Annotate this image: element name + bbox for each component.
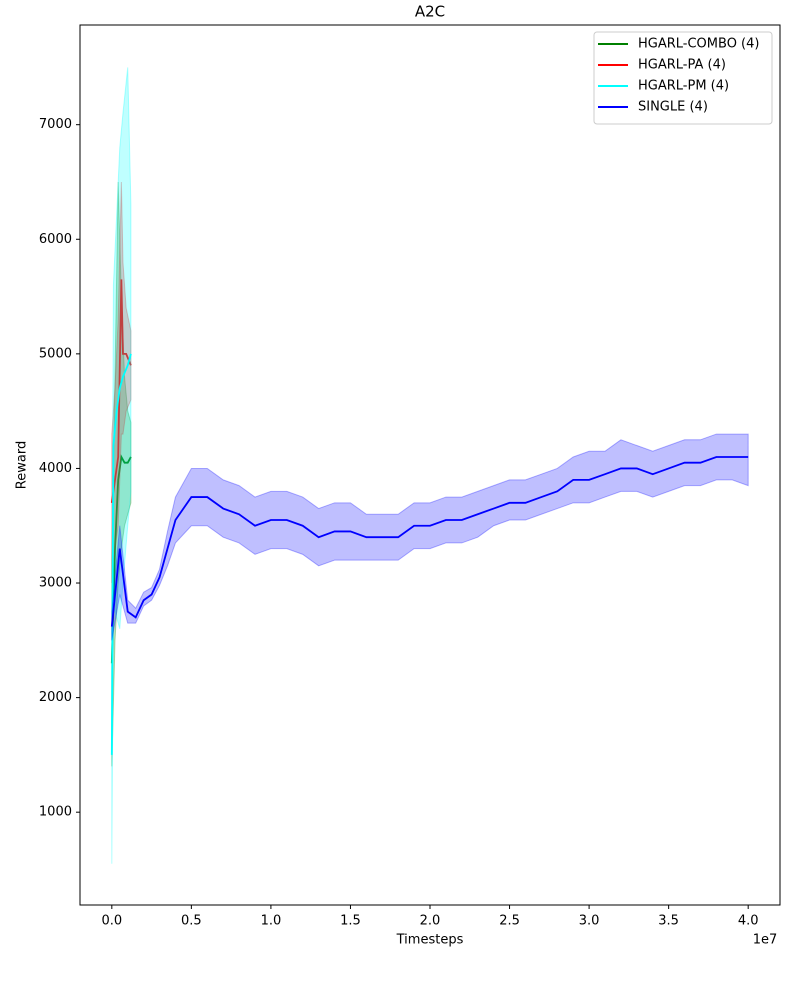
confidence-band bbox=[111, 181, 132, 767]
legend-label: SINGLE (4) bbox=[638, 100, 708, 115]
x-tick-label: 3.5 bbox=[658, 914, 679, 929]
x-tick-label: 1.0 bbox=[261, 914, 282, 929]
series-line bbox=[110, 279, 132, 503]
x-tick-label: 4.0 bbox=[738, 914, 759, 929]
x-tick-label: 2.0 bbox=[420, 914, 441, 929]
legend-label: HGARL-PA (4) bbox=[638, 58, 726, 73]
x-offset-label: 1e7 bbox=[753, 933, 778, 948]
series-line bbox=[110, 353, 132, 755]
axes-frame bbox=[79, 24, 781, 906]
y-tick-label: 3000 bbox=[39, 576, 72, 591]
y-tick-label: 1000 bbox=[39, 805, 72, 820]
x-tick-label: 3.0 bbox=[579, 914, 600, 929]
legend-label: HGARL-PM (4) bbox=[638, 79, 729, 94]
y-tick-label: 5000 bbox=[39, 346, 72, 361]
x-tick-label: 2.5 bbox=[499, 914, 520, 929]
y-tick-label: 2000 bbox=[39, 690, 72, 705]
legend-box bbox=[593, 31, 773, 125]
series-line bbox=[110, 454, 132, 664]
confidence-band bbox=[111, 433, 749, 641]
y-axis-label: Reward bbox=[15, 441, 30, 489]
y-tick-label: 6000 bbox=[39, 232, 72, 247]
y-tick-label: 4000 bbox=[39, 461, 72, 476]
legend-label: HGARL-COMBO (4) bbox=[638, 37, 759, 52]
x-tick-label: 1.5 bbox=[340, 914, 361, 929]
x-axis-label: Timesteps bbox=[396, 933, 464, 948]
x-tick-label: 0.5 bbox=[181, 914, 202, 929]
chart-title: A2C bbox=[415, 3, 445, 21]
x-tick-label: 0.0 bbox=[101, 914, 122, 929]
y-tick-label: 7000 bbox=[39, 117, 72, 132]
confidence-band bbox=[111, 67, 132, 864]
series-line bbox=[110, 456, 749, 627]
